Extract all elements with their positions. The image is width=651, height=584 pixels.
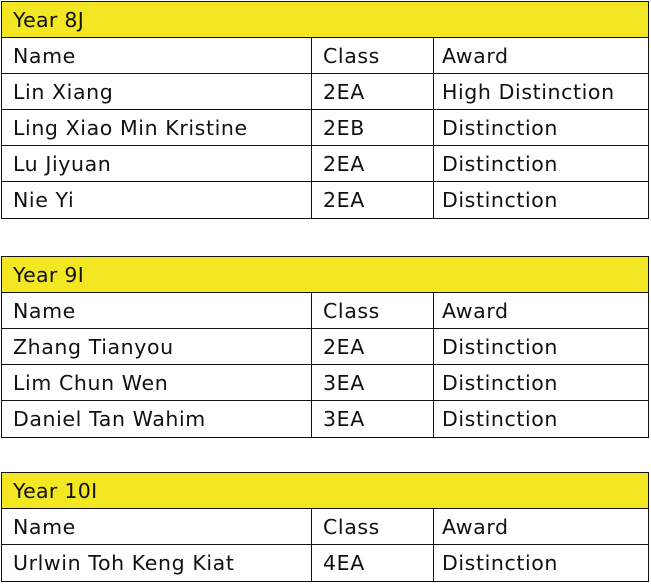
table-row: Nie Yi 2EA Distinction [2, 182, 648, 218]
student-class: 4EA [312, 545, 434, 581]
student-name: Lu Jiyuan [2, 146, 312, 181]
student-class: 3EA [312, 401, 434, 437]
column-header-name: Name [2, 509, 312, 544]
column-header-class: Class [312, 509, 434, 544]
student-name: Lim Chun Wen [2, 365, 312, 400]
table-row: Lu Jiyuan 2EA Distinction [2, 146, 648, 182]
award-table-year-9i: Year 9I Name Class Award Zhang Tianyou 2… [1, 256, 649, 438]
student-award: Distinction [442, 407, 559, 431]
student-name: Daniel Tan Wahim [2, 401, 312, 437]
student-award: Distinction [442, 116, 559, 140]
award-table-year-10i: Year 10I Name Class Award Urlwin Toh Ken… [1, 472, 649, 582]
student-class: 2EA [312, 74, 434, 109]
student-award: High Distinction [442, 80, 615, 104]
table-row: Lin Xiang 2EA High Distinction [2, 74, 648, 110]
student-award: Distinction [442, 188, 559, 212]
column-header-award: Award [442, 299, 509, 323]
student-name: Urlwin Toh Keng Kiat [2, 545, 312, 581]
column-header-name: Name [2, 38, 312, 73]
student-name: Lin Xiang [2, 74, 312, 109]
year-header: Year 9I [2, 257, 648, 293]
year-header: Year 10I [2, 473, 648, 509]
student-name: Nie Yi [2, 182, 312, 218]
student-class: 2EA [312, 329, 434, 364]
column-header-row: Name Class Award [2, 509, 648, 545]
student-award: Distinction [442, 335, 559, 359]
column-header-row: Name Class Award [2, 293, 648, 329]
table-row: Ling Xiao Min Kristine 2EB Distinction [2, 110, 648, 146]
column-header-award: Award [442, 515, 509, 539]
column-header-class: Class [312, 293, 434, 328]
table-row: Daniel Tan Wahim 3EA Distinction [2, 401, 648, 437]
column-header-award: Award [442, 44, 509, 68]
student-class: 3EA [312, 365, 434, 400]
table-row: Lim Chun Wen 3EA Distinction [2, 365, 648, 401]
award-table-year-8j: Year 8J Name Class Award Lin Xiang 2EA H… [1, 1, 649, 219]
table-row: Zhang Tianyou 2EA Distinction [2, 329, 648, 365]
table-row: Urlwin Toh Keng Kiat 4EA Distinction [2, 545, 648, 581]
student-class: 2EA [312, 146, 434, 181]
column-header-row: Name Class Award [2, 38, 648, 74]
student-award: Distinction [442, 371, 559, 395]
year-header: Year 8J [2, 2, 648, 38]
student-class: 2EB [312, 110, 434, 145]
student-name: Ling Xiao Min Kristine [2, 110, 312, 145]
student-award: Distinction [442, 551, 559, 575]
student-name: Zhang Tianyou [2, 329, 312, 364]
column-header-name: Name [2, 293, 312, 328]
column-header-class: Class [312, 38, 434, 73]
student-award: Distinction [442, 152, 559, 176]
student-class: 2EA [312, 182, 434, 218]
